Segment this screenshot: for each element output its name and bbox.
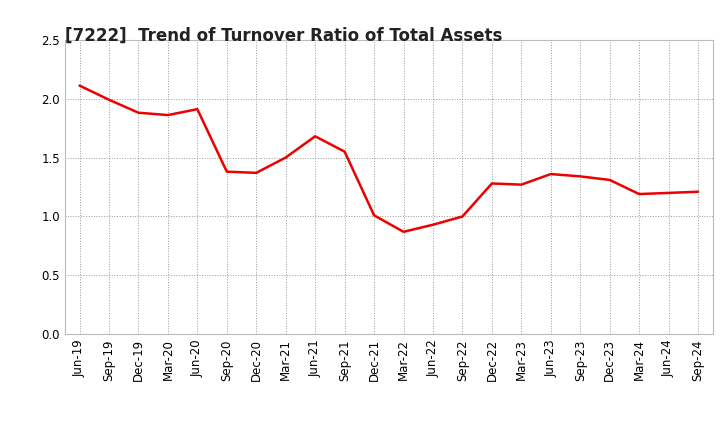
Text: [7222]  Trend of Turnover Ratio of Total Assets: [7222] Trend of Turnover Ratio of Total … — [65, 26, 502, 44]
